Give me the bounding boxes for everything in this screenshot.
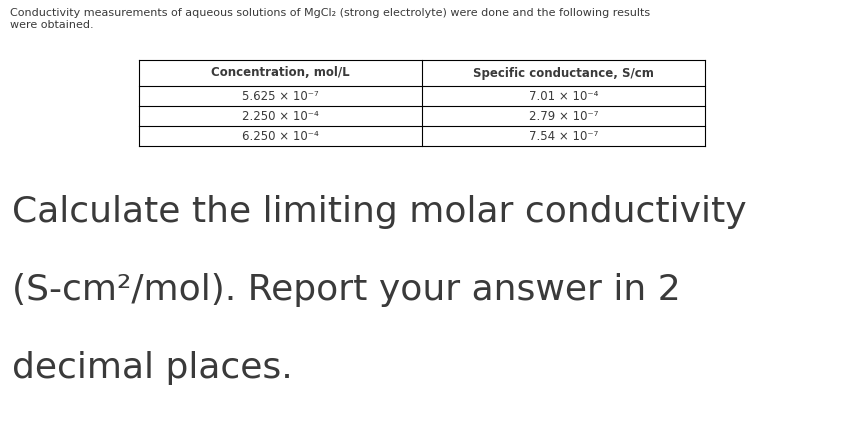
Text: 2.79 × 10⁻⁷: 2.79 × 10⁻⁷ xyxy=(528,110,598,123)
Text: Concentration, mol/L: Concentration, mol/L xyxy=(211,67,350,80)
Text: 6.250 × 10⁻⁴: 6.250 × 10⁻⁴ xyxy=(242,130,319,142)
Text: 5.625 × 10⁻⁷: 5.625 × 10⁻⁷ xyxy=(242,89,319,102)
Text: (S-cm²/mol). Report your answer in 2: (S-cm²/mol). Report your answer in 2 xyxy=(12,273,681,307)
Text: 7.54 × 10⁻⁷: 7.54 × 10⁻⁷ xyxy=(528,130,598,142)
Text: 7.01 × 10⁻⁴: 7.01 × 10⁻⁴ xyxy=(528,89,598,102)
Text: Conductivity measurements of aqueous solutions of MgCl₂ (strong electrolyte) wer: Conductivity measurements of aqueous sol… xyxy=(10,8,650,30)
Text: Calculate the limiting molar conductivity: Calculate the limiting molar conductivit… xyxy=(12,195,747,229)
Text: Specific conductance, S/cm: Specific conductance, S/cm xyxy=(473,67,654,80)
Text: decimal places.: decimal places. xyxy=(12,351,293,385)
Text: 2.250 × 10⁻⁴: 2.250 × 10⁻⁴ xyxy=(242,110,319,123)
